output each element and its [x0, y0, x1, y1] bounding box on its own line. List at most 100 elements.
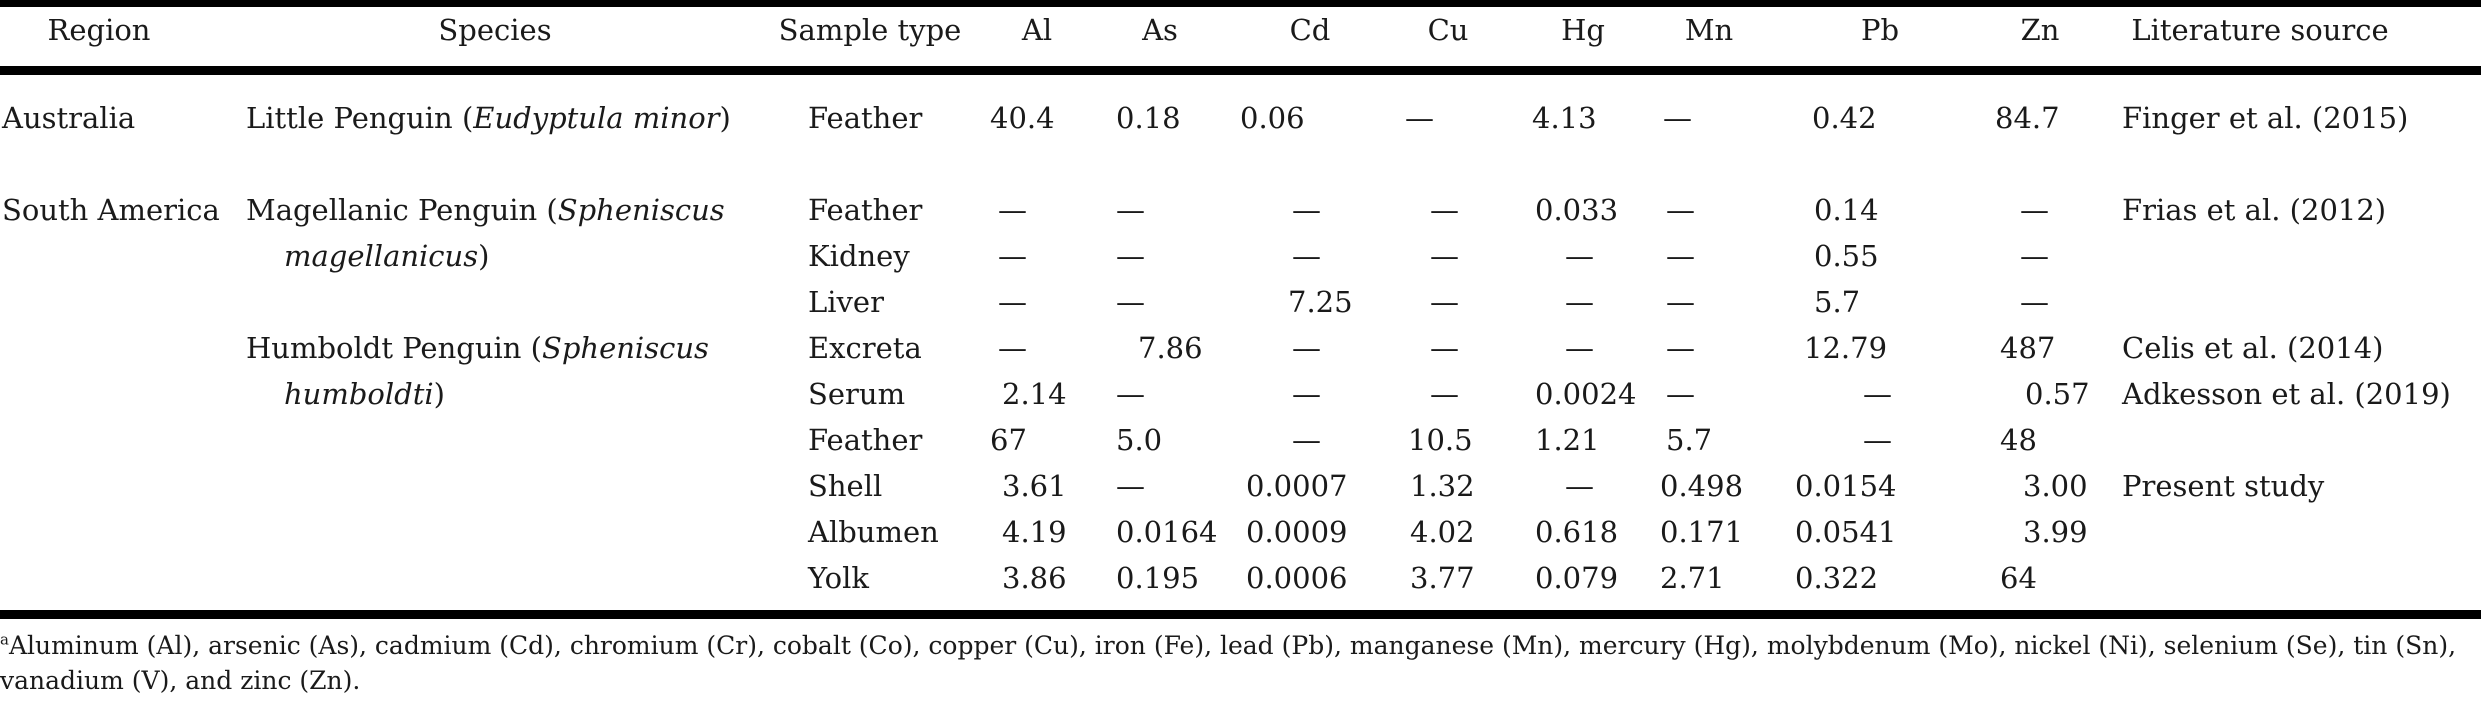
cell-sample: Feather [808, 423, 923, 457]
cell-zn: 64 [2000, 561, 2037, 595]
cell-cd: 0.0006 [1246, 561, 1348, 595]
cell-sample: Feather [808, 193, 923, 227]
cell-source: Adkesson et al. (2019) [2122, 377, 2451, 411]
cell-mn: — [1666, 377, 1695, 411]
bottom-rule [0, 610, 2481, 619]
header-cd: Cd [1289, 13, 1331, 47]
cell-mn: — [1663, 101, 1692, 135]
header-literature-source: Literature source [2131, 13, 2389, 47]
cell-hg: — [1565, 469, 1594, 503]
cell-source: Frias et al. (2012) [2122, 193, 2387, 227]
header-as: As [1142, 13, 1178, 47]
cell-al: 40.4 [990, 101, 1055, 135]
header-cu: Cu [1427, 13, 1469, 47]
cell-cu: 3.77 [1410, 561, 1475, 595]
cell-hg: 0.0024 [1535, 377, 1637, 411]
cell-mn: 0.498 [1660, 469, 1744, 503]
footnote-marker: a [0, 630, 9, 649]
cell-pb: 5.7 [1814, 285, 1861, 319]
cell-as: — [1116, 377, 1145, 411]
cell-as: 5.0 [1116, 423, 1163, 457]
cell-hg: — [1565, 239, 1594, 273]
header-species: Species [438, 13, 552, 47]
cell-as: 0.0164 [1116, 515, 1218, 549]
cell-mn: — [1666, 331, 1695, 365]
cell-mn: 5.7 [1666, 423, 1713, 457]
cell-zn: — [2020, 239, 2049, 273]
cell-as: 0.18 [1116, 101, 1181, 135]
cell-cu: — [1430, 331, 1459, 365]
cell-cd: — [1292, 331, 1321, 365]
cell-mn: — [1666, 193, 1695, 227]
cell-al: — [998, 193, 1027, 227]
cell-as: — [1116, 193, 1145, 227]
cell-mn: 2.71 [1660, 561, 1725, 595]
cell-cu: — [1430, 285, 1459, 319]
cell-pb: 0.55 [1814, 239, 1879, 273]
cell-hg: 0.079 [1535, 561, 1619, 595]
cell-sample: Feather [808, 101, 923, 135]
cell-al: 3.86 [1002, 561, 1067, 595]
cell-cu: 4.02 [1410, 515, 1475, 549]
cell-hg: 4.13 [1532, 101, 1597, 135]
cell-as: 7.86 [1138, 331, 1203, 365]
cell-sample: Liver [808, 285, 884, 319]
cell-zn: 487 [2000, 331, 2056, 365]
header-zn: Zn [2020, 13, 2060, 47]
cell-pb: 0.14 [1814, 193, 1879, 227]
cell-as: 0.195 [1116, 561, 1200, 595]
cell-zn: — [2020, 285, 2049, 319]
region-australia: Australia [2, 101, 136, 135]
cell-pb: 0.322 [1795, 561, 1879, 595]
header-al: Al [1021, 13, 1053, 47]
cell-sample: Shell [808, 469, 883, 503]
cell-sample: Kidney [808, 239, 910, 273]
cell-mn: — [1666, 285, 1695, 319]
cell-pb: 0.0154 [1795, 469, 1897, 503]
cell-pb: 0.42 [1812, 101, 1877, 135]
cell-cd: 0.0009 [1246, 515, 1348, 549]
cell-cd: — [1292, 377, 1321, 411]
cell-cd: — [1292, 239, 1321, 273]
cell-mn: 0.171 [1660, 515, 1744, 549]
cell-al: 4.19 [1002, 515, 1067, 549]
cell-pb: — [1863, 377, 1892, 411]
cell-source: Finger et al. (2015) [2122, 101, 2409, 135]
header-region: Region [47, 13, 151, 47]
region-south-america: South America [2, 193, 220, 227]
cell-cd: 0.0007 [1246, 469, 1348, 503]
cell-al: — [998, 331, 1027, 365]
cell-al: 67 [990, 423, 1027, 457]
cell-hg: — [1565, 331, 1594, 365]
cell-pb: 0.0541 [1795, 515, 1897, 549]
header-pb: Pb [1860, 13, 1900, 47]
cell-cu: 10.5 [1408, 423, 1473, 457]
header-hg: Hg [1561, 13, 1605, 47]
cell-zn: 48 [2000, 423, 2037, 457]
cell-source: Celis et al. (2014) [2122, 331, 2384, 365]
cell-cu: — [1430, 193, 1459, 227]
cell-cd: — [1292, 423, 1321, 457]
cell-zn: 3.99 [2023, 515, 2088, 549]
cell-as: — [1116, 239, 1145, 273]
cell-as: — [1116, 469, 1145, 503]
cell-pb: 12.79 [1804, 331, 1888, 365]
cell-al: — [998, 239, 1027, 273]
cell-cd: 7.25 [1288, 285, 1353, 319]
cell-sample: Serum [808, 377, 906, 411]
species-little-penguin: Little Penguin (Eudyptula minor) [246, 101, 731, 135]
cell-hg: 0.618 [1535, 515, 1619, 549]
cell-sample: Yolk [808, 561, 869, 595]
cell-zn: 3.00 [2023, 469, 2088, 503]
header-sample-type: Sample type [778, 13, 962, 47]
top-rule [0, 0, 2481, 7]
cell-cd: 0.06 [1240, 101, 1305, 135]
cell-source: Present study [2122, 469, 2325, 503]
footnote-text: Aluminum (Al), arsenic (As), cadmium (Cd… [0, 631, 2457, 695]
cell-cu: 1.32 [1410, 469, 1475, 503]
cell-cd: — [1292, 193, 1321, 227]
cell-al: — [998, 285, 1027, 319]
header-rule [0, 66, 2481, 75]
cell-hg: — [1565, 285, 1594, 319]
cell-pb: — [1863, 423, 1892, 457]
